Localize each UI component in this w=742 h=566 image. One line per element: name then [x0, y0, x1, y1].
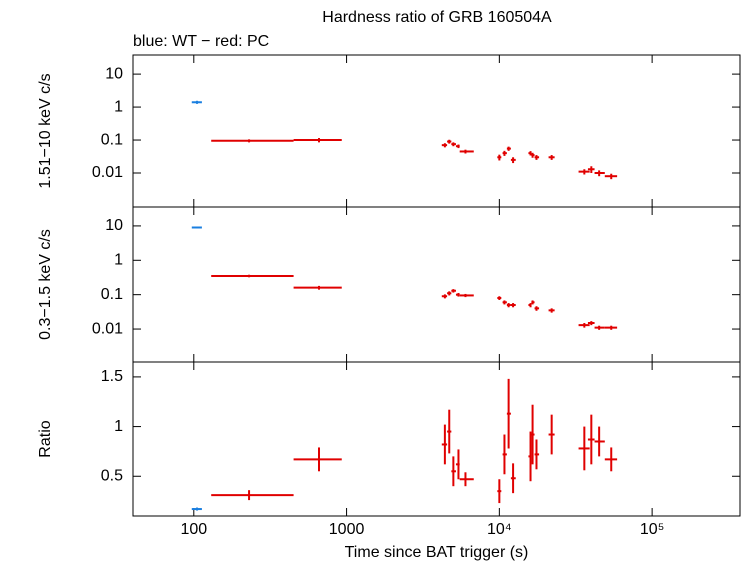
y-tick-label: 1.5	[101, 368, 123, 385]
x-tick-label: 10⁵	[640, 521, 664, 538]
y-tick-label: 1	[114, 252, 123, 269]
chart-title: Hardness ratio of GRB 160504A	[322, 9, 552, 26]
chart-subtitle: blue: WT − red: PC	[133, 33, 269, 50]
x-tick-label: 1000	[329, 521, 365, 538]
y-tick-label: 1	[114, 98, 123, 115]
y-axis-label: Ratio	[37, 420, 54, 457]
x-tick-label: 100	[180, 521, 207, 538]
plot-frame	[132, 206, 741, 363]
y-tick-label: 10	[105, 65, 123, 82]
y-tick-label: 1	[114, 418, 123, 435]
y-axis-label: 0.3−1.5 keV c/s	[37, 229, 54, 340]
y-axis-label: 1.51−10 keV c/s	[37, 73, 54, 188]
y-tick-label: 0.5	[101, 467, 123, 484]
y-tick-label: 10	[105, 217, 123, 234]
y-tick-label: 0.1	[101, 286, 123, 303]
x-axis-label: Time since BAT trigger (s)	[345, 544, 529, 561]
plot-frame	[132, 361, 741, 517]
y-tick-label: 0.01	[92, 164, 123, 181]
y-tick-label: 0.01	[92, 320, 123, 337]
plot-frame	[132, 54, 741, 208]
x-tick-label: 10⁴	[487, 521, 512, 538]
y-tick-label: 0.1	[101, 131, 123, 148]
